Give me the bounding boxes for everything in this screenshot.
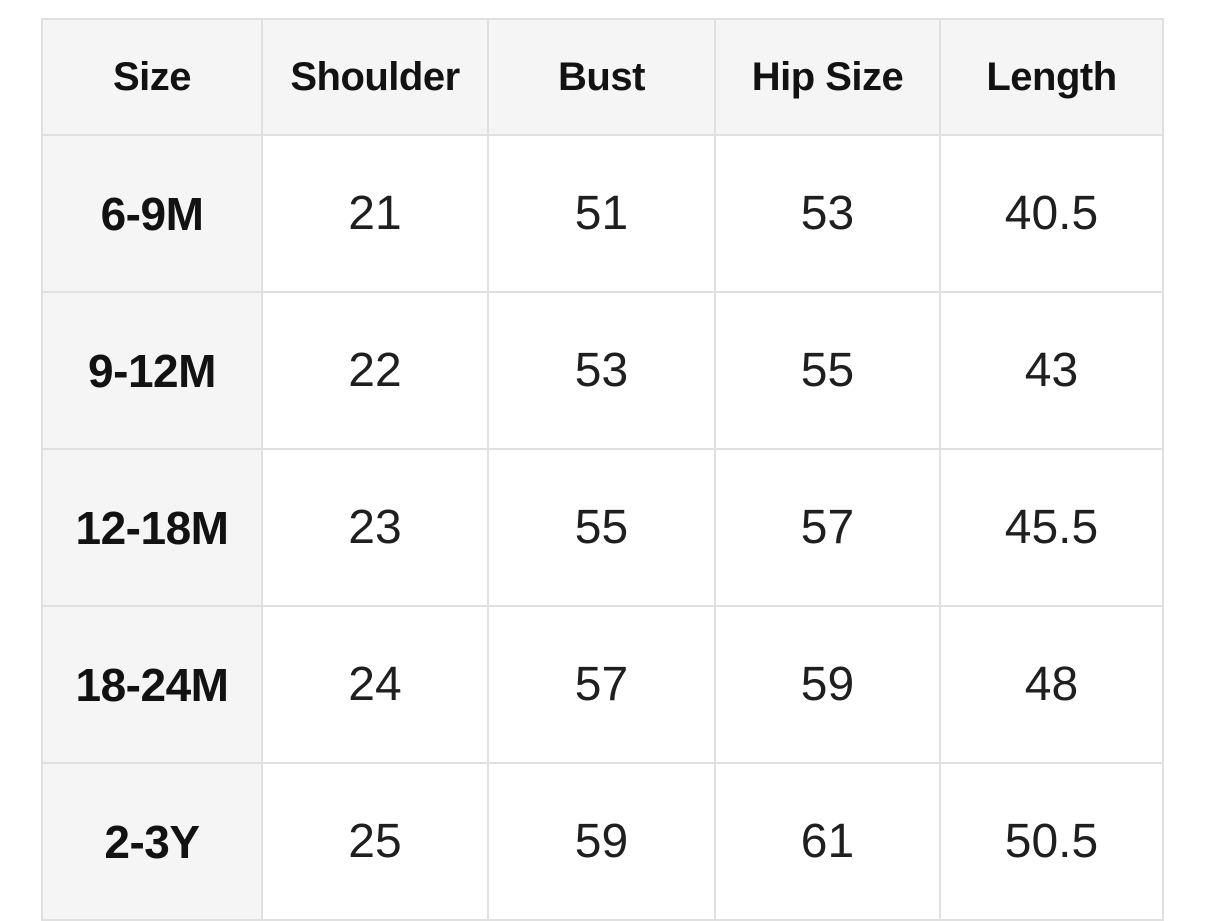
row-label: 2-3Y (41, 762, 263, 921)
measurement-cell: 45.5 (939, 448, 1164, 607)
measurement-cell: 22 (261, 291, 489, 450)
measurement-cell: 50.5 (939, 762, 1164, 921)
table-row: 12-18M 23 55 57 45.5 (41, 448, 1164, 607)
measurement-cell: 24 (261, 605, 489, 764)
measurement-cell: 51 (487, 134, 716, 293)
measurement-cell: 23 (261, 448, 489, 607)
header-row: Size Shoulder Bust Hip Size Length (41, 18, 1164, 136)
row-label: 18-24M (41, 605, 263, 764)
measurement-cell: 53 (487, 291, 716, 450)
measurement-cell: 48 (939, 605, 1164, 764)
measurement-cell: 21 (261, 134, 489, 293)
table-row: 6-9M 21 51 53 40.5 (41, 134, 1164, 293)
size-chart-table: Size Shoulder Bust Hip Size Length 6-9M … (41, 18, 1164, 921)
row-label: 9-12M (41, 291, 263, 450)
column-header-shoulder: Shoulder (261, 18, 489, 136)
measurement-cell: 55 (487, 448, 716, 607)
row-label: 12-18M (41, 448, 263, 607)
measurement-cell: 55 (714, 291, 941, 450)
measurement-cell: 43 (939, 291, 1164, 450)
row-label: 6-9M (41, 134, 263, 293)
measurement-cell: 53 (714, 134, 941, 293)
measurement-cell: 59 (714, 605, 941, 764)
column-header-size: Size (41, 18, 263, 136)
table-row: 9-12M 22 53 55 43 (41, 291, 1164, 450)
measurement-cell: 59 (487, 762, 716, 921)
column-header-length: Length (939, 18, 1164, 136)
column-header-hip-size: Hip Size (714, 18, 941, 136)
column-header-bust: Bust (487, 18, 716, 136)
measurement-cell: 57 (714, 448, 941, 607)
measurement-cell: 25 (261, 762, 489, 921)
measurement-cell: 61 (714, 762, 941, 921)
measurement-cell: 57 (487, 605, 716, 764)
table-row: 2-3Y 25 59 61 50.5 (41, 762, 1164, 921)
table-row: 18-24M 24 57 59 48 (41, 605, 1164, 764)
measurement-cell: 40.5 (939, 134, 1164, 293)
